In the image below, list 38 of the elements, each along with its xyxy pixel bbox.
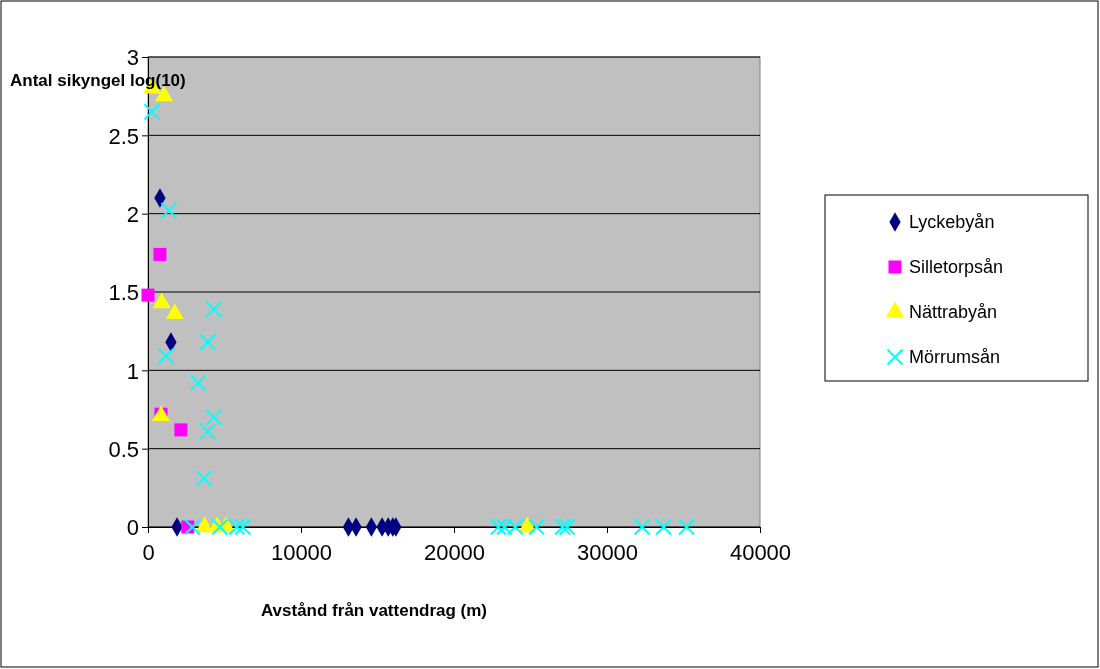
point [655,518,673,536]
legend-label: Nättrabyån [909,302,998,323]
point [157,347,175,365]
point [195,469,213,487]
point [153,247,167,261]
y-tick-label: 1 [126,358,139,384]
legend-label: Mörrumsån [909,347,1001,368]
x-axis-title: Avstånd från vattendrag (m) [260,601,488,620]
point [160,202,178,220]
point [495,518,514,536]
point [205,408,223,426]
y-tick-label: 1.5 [108,280,139,306]
point [633,518,651,536]
point [141,288,155,302]
point [174,423,188,437]
legend-label: Silletorpsån [909,257,1004,278]
point [205,300,223,318]
y-tick-label: 3 [126,45,139,71]
point [678,518,696,536]
y-tick-label: 2.5 [108,123,139,149]
point [189,374,207,392]
x-tick-label: 0 [142,540,155,566]
legend-label: Lyckebyån [909,212,995,233]
x-tick-label: 20000 [423,540,486,566]
y-tick-label: 0 [126,515,139,541]
point [143,103,161,121]
y-tick-label: 0.5 [108,436,139,462]
y-tick-label: 2 [126,201,139,227]
point [199,422,217,440]
x-tick-label: 10000 [270,540,333,566]
point [199,333,217,351]
point [558,518,576,536]
point [528,518,546,536]
point [234,518,252,536]
point [183,518,201,536]
x-tick-label: 30000 [576,540,639,566]
x-tick-label: 40000 [729,540,792,566]
point [554,518,572,536]
